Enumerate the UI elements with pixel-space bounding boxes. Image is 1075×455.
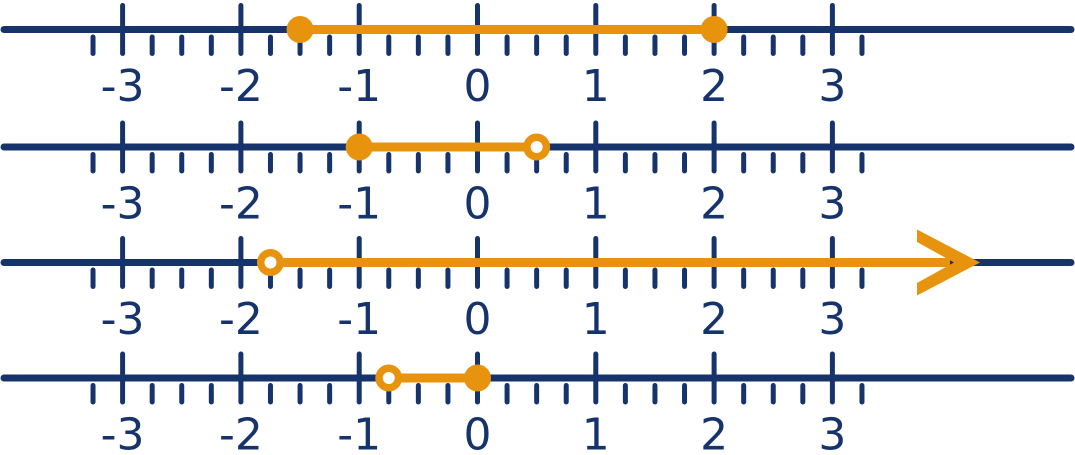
tick-label: 0 — [464, 61, 492, 112]
tick-label: 1 — [582, 61, 610, 112]
number-line-3: -3 -2 -1 0 1 2 3 — [0, 229, 1075, 345]
tick-label: 0 — [464, 179, 492, 230]
tick-label: 1 — [582, 179, 610, 230]
tick-label: 3 — [818, 294, 846, 345]
tick-label: -2 — [219, 410, 263, 455]
tick-label: -3 — [101, 61, 145, 112]
tick-label: 3 — [818, 61, 846, 112]
right-arrow-icon — [917, 229, 980, 296]
tick-label: -2 — [219, 179, 263, 230]
closed-endpoint-dot — [286, 16, 314, 43]
tick-label: 2 — [700, 61, 728, 112]
tick-label: 3 — [818, 410, 846, 455]
tick-label: -3 — [101, 294, 145, 345]
closed-endpoint-dot — [700, 16, 728, 43]
tick-label: 2 — [700, 294, 728, 345]
tick-label: 0 — [464, 294, 492, 345]
tick-label: 3 — [818, 179, 846, 230]
open-dot-center — [382, 372, 395, 384]
tick-label: -3 — [101, 179, 145, 230]
tick-label: -1 — [337, 61, 381, 112]
number-line-2: -3 -2 -1 0 1 2 3 — [0, 120, 1075, 230]
number-line-4: -3 -2 -1 0 1 2 3 — [0, 351, 1075, 455]
tick-label: -1 — [337, 179, 381, 230]
closed-endpoint-dot — [464, 364, 491, 392]
closed-endpoint-dot — [345, 133, 373, 161]
tick-label: 2 — [700, 410, 728, 455]
tick-label: -2 — [219, 61, 263, 112]
tick-label: -2 — [219, 294, 263, 345]
open-dot-center — [264, 256, 277, 269]
tick-label: 0 — [464, 410, 492, 455]
tick-label: -3 — [101, 410, 145, 455]
tick-label: 1 — [582, 410, 610, 455]
tick-label: 1 — [582, 294, 610, 345]
tick-label: -1 — [337, 410, 381, 455]
open-dot-center — [530, 141, 543, 153]
tick-label: 2 — [700, 179, 728, 230]
number-line-1: -3 -2 -1 0 1 2 3 — [0, 3, 1075, 112]
tick-label: -1 — [337, 294, 381, 345]
